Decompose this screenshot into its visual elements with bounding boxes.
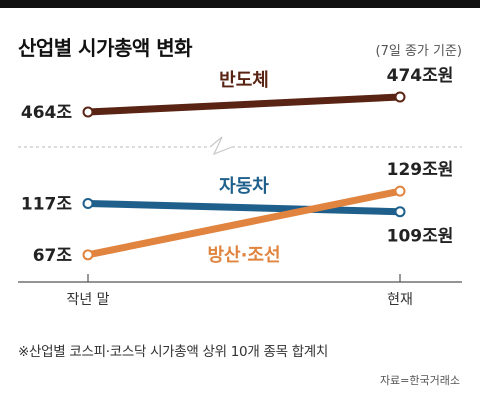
data-label: 67조 bbox=[33, 246, 73, 266]
data-point bbox=[394, 206, 406, 218]
data-label: 117조 bbox=[21, 194, 72, 214]
x-tick-label: 현재 bbox=[387, 292, 413, 308]
series-label: 반도체 bbox=[219, 70, 269, 91]
data-point bbox=[82, 249, 94, 261]
chart-source: 자료=한국거래소 bbox=[379, 374, 460, 387]
data-label: 109조원 bbox=[387, 227, 454, 247]
series-line-1 bbox=[87, 199, 401, 216]
series-label: 자동차 bbox=[219, 176, 269, 197]
chart-subtitle: (7일 종가 기준) bbox=[375, 44, 462, 59]
data-point bbox=[394, 185, 406, 197]
data-point bbox=[82, 197, 94, 209]
chart-footnote: ※산업별 코스피·코스닥 시가총액 상위 10개 종목 합계치 bbox=[18, 344, 329, 360]
top-rule bbox=[0, 0, 480, 8]
data-label: 474조원 bbox=[387, 66, 454, 86]
chart-title: 산업별 시가총액 변화 bbox=[18, 36, 193, 60]
series-label: 방산·조선 bbox=[207, 245, 280, 266]
x-tick-label: 작년 말 bbox=[66, 292, 109, 308]
axis-break-zigzag bbox=[209, 136, 233, 156]
series-line-0 bbox=[87, 93, 401, 116]
series-line-2 bbox=[87, 187, 401, 259]
data-label: 464조 bbox=[21, 103, 72, 123]
data-point bbox=[394, 91, 406, 103]
data-label: 129조원 bbox=[387, 160, 454, 180]
data-point bbox=[82, 106, 94, 118]
